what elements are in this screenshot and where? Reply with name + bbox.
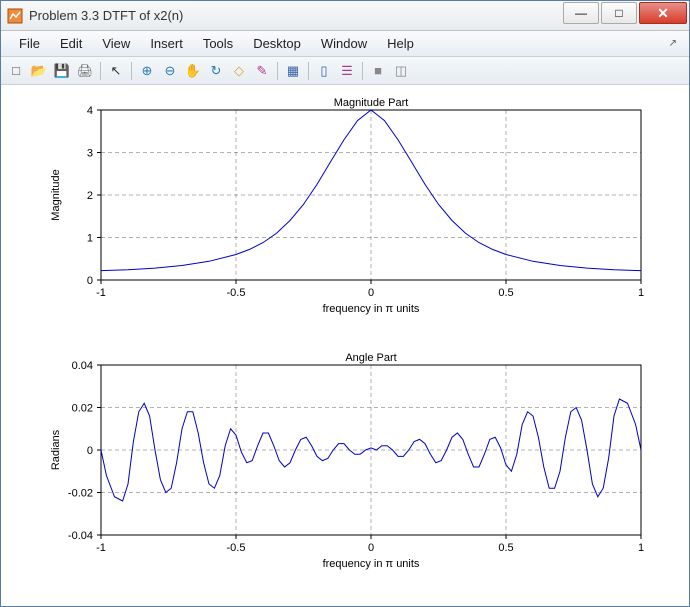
svg-text:2: 2 [87, 190, 93, 202]
brush-icon[interactable]: ✎ [251, 60, 273, 82]
svg-text:Magnitude: Magnitude [50, 169, 62, 220]
pointer-icon[interactable]: ↖ [105, 60, 127, 82]
svg-text:-1: -1 [96, 542, 106, 554]
svg-text:frequency in π units: frequency in π units [323, 303, 420, 315]
toolbar: □📂💾🖨 ↖ ⊕⊖✋↻◇✎ ▦ ▯☰ ■◫ [1, 57, 689, 85]
toolbar-separator [308, 62, 309, 80]
link-icon[interactable]: ▦ [282, 60, 304, 82]
menubar: FileEditViewInsertToolsDesktopWindowHelp… [1, 31, 689, 57]
svg-text:Angle Part: Angle Part [345, 352, 396, 364]
svg-text:0.5: 0.5 [498, 287, 513, 299]
svg-text:-0.5: -0.5 [227, 287, 246, 299]
maximize-button[interactable]: □ [601, 2, 637, 24]
svg-text:0: 0 [87, 275, 93, 287]
hide-tools-icon[interactable]: ■ [367, 60, 389, 82]
menu-edit[interactable]: Edit [50, 33, 92, 54]
dock-icon[interactable]: ◫ [390, 60, 412, 82]
svg-text:0: 0 [368, 542, 374, 554]
svg-text:-0.5: -0.5 [227, 542, 246, 554]
new-figure-icon[interactable]: □ [5, 60, 27, 82]
zoom-in-icon[interactable]: ⊕ [136, 60, 158, 82]
app-icon [7, 8, 23, 24]
svg-text:1: 1 [638, 287, 644, 299]
svg-text:frequency in π units: frequency in π units [323, 558, 420, 570]
toolbar-separator [362, 62, 363, 80]
toolbar-separator [277, 62, 278, 80]
window-controls: — □ ✕ [563, 1, 689, 30]
svg-text:Radians: Radians [50, 429, 62, 470]
print-icon[interactable]: 🖨 [74, 60, 96, 82]
menu-tools[interactable]: Tools [193, 33, 243, 54]
svg-text:4: 4 [87, 105, 93, 117]
svg-text:-0.04: -0.04 [68, 530, 93, 542]
svg-text:0.04: 0.04 [72, 360, 93, 372]
toolbar-separator [100, 62, 101, 80]
svg-text:0.02: 0.02 [72, 403, 93, 415]
menu-insert[interactable]: Insert [140, 33, 193, 54]
rotate-icon[interactable]: ↻ [205, 60, 227, 82]
svg-text:3: 3 [87, 148, 93, 160]
svg-text:1: 1 [87, 233, 93, 245]
svg-text:-1: -1 [96, 287, 106, 299]
menu-desktop[interactable]: Desktop [243, 33, 311, 54]
window-title: Problem 3.3 DTFT of x2(n) [29, 8, 563, 23]
data-cursor-icon[interactable]: ◇ [228, 60, 250, 82]
figure-area: Magnitude Part -1 -0.5 0 0.5 1 0 1 2 3 4 frequency … [1, 85, 689, 606]
legend-icon[interactable]: ☰ [336, 60, 358, 82]
svg-text:0: 0 [368, 287, 374, 299]
menu-window[interactable]: Window [311, 33, 377, 54]
svg-text:1: 1 [638, 542, 644, 554]
close-button[interactable]: ✕ [639, 2, 687, 24]
menubar-overflow-icon[interactable]: ↗ [665, 36, 681, 51]
menu-help[interactable]: Help [377, 33, 424, 54]
svg-text:Magnitude Part: Magnitude Part [334, 97, 409, 109]
svg-text:0.5: 0.5 [498, 542, 513, 554]
minimize-button[interactable]: — [563, 2, 599, 24]
pan-icon[interactable]: ✋ [182, 60, 204, 82]
save-icon[interactable]: 💾 [51, 60, 73, 82]
toolbar-separator [131, 62, 132, 80]
zoom-out-icon[interactable]: ⊖ [159, 60, 181, 82]
colorbar-icon[interactable]: ▯ [313, 60, 335, 82]
menu-view[interactable]: View [92, 33, 140, 54]
titlebar: Problem 3.3 DTFT of x2(n) — □ ✕ [1, 1, 689, 31]
menu-file[interactable]: File [9, 33, 50, 54]
open-icon[interactable]: 📂 [28, 60, 50, 82]
svg-text:0: 0 [87, 445, 93, 457]
svg-text:-0.02: -0.02 [68, 488, 93, 500]
